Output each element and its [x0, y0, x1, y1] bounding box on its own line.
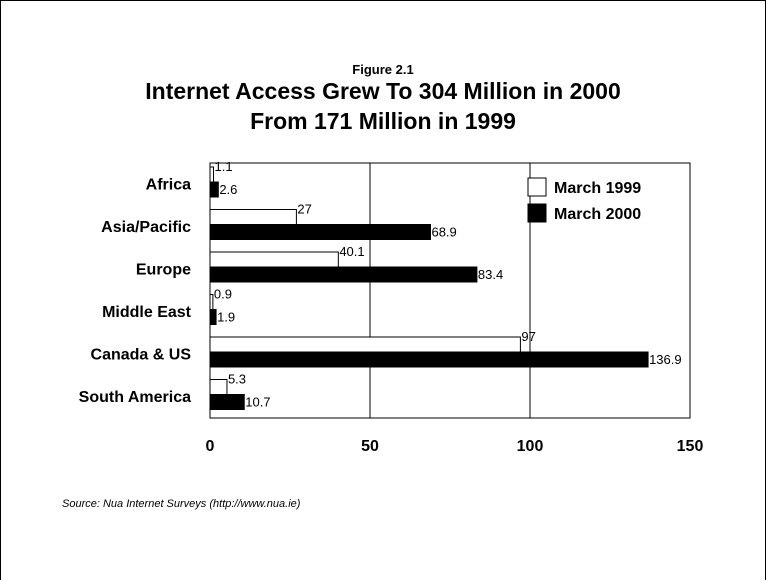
- value-label: 1.9: [217, 310, 235, 325]
- x-tick-label: 100: [517, 438, 544, 455]
- legend-label: March 2000: [554, 206, 641, 223]
- value-label: 2.6: [219, 182, 237, 197]
- value-label: 10.7: [245, 395, 270, 410]
- category-label: Canada & US: [91, 346, 192, 363]
- legend-swatch: [527, 203, 547, 223]
- source-note: Source: Nua Internet Surveys (http://www…: [62, 498, 301, 510]
- value-label: 83.4: [478, 267, 503, 282]
- bar-march-2000: [209, 224, 431, 240]
- category-label: Africa: [146, 176, 191, 193]
- bar-march-1999: [209, 294, 214, 310]
- title-line-1: Internet Access Grew To 304 Million in 2…: [145, 78, 621, 104]
- category-label: Middle East: [102, 304, 192, 321]
- value-label: 136.9: [649, 352, 682, 367]
- value-label: 5.3: [228, 372, 246, 387]
- bar-march-2000: [209, 351, 649, 368]
- category-label: Europe: [136, 261, 191, 278]
- bar-march-1999: [209, 251, 339, 268]
- legend-label: March 1999: [554, 180, 641, 197]
- bar-march-2000: [209, 181, 219, 198]
- plot-area: [209, 162, 691, 419]
- value-label: 68.9: [431, 225, 456, 240]
- title-line-2: From 171 Million in 1999: [250, 108, 516, 134]
- value-label: 1.1: [215, 159, 233, 174]
- chart-title: Internet Access Grew To 304 Million in 2…: [0, 76, 766, 136]
- bar-march-1999: [209, 166, 215, 183]
- legend-swatch: [527, 177, 547, 197]
- bar-march-1999: [209, 209, 297, 225]
- category-label: South America: [79, 389, 191, 406]
- bar-march-1999: [209, 379, 228, 395]
- x-tick-label: 50: [361, 438, 379, 455]
- category-label: Asia/Pacific: [101, 219, 191, 236]
- bar-march-2000: [209, 394, 245, 410]
- value-label: 0.9: [214, 287, 232, 302]
- value-label: 40.1: [339, 244, 364, 259]
- x-tick-label: 0: [206, 438, 215, 455]
- value-label: 27: [297, 202, 311, 217]
- bar-march-2000: [209, 266, 478, 283]
- figure-label: Figure 2.1: [352, 62, 414, 77]
- value-label: 97: [521, 329, 535, 344]
- bar-march-1999: [209, 336, 521, 353]
- x-tick-label: 150: [677, 438, 704, 455]
- bar-march-2000: [209, 309, 217, 325]
